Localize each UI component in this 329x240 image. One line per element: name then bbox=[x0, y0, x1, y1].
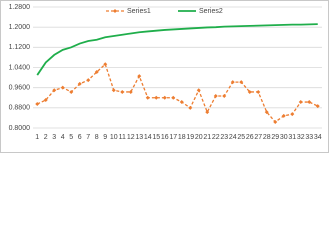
data-point bbox=[128, 89, 133, 94]
x-tick-label: 32 bbox=[297, 134, 305, 141]
x-tick-label: 15 bbox=[152, 134, 160, 141]
data-point bbox=[213, 93, 218, 98]
y-tick-label: 1.1200 bbox=[9, 44, 31, 51]
data-point bbox=[247, 89, 252, 94]
x-tick-label: 7 bbox=[86, 134, 90, 141]
chart-frame bbox=[0, 0, 329, 153]
x-tick-label: 12 bbox=[127, 134, 135, 141]
chart: 0.8000 0.8800 0.9600 1.0400 1.1200 1.2000 1.28… bbox=[0, 0, 329, 153]
data-point bbox=[188, 105, 193, 110]
x-tick-label: 23 bbox=[220, 134, 228, 141]
legend-marker bbox=[113, 9, 117, 13]
data-point bbox=[145, 95, 150, 100]
x-tick-label: 17 bbox=[169, 134, 177, 141]
x-tick-label: 8 bbox=[95, 134, 99, 141]
y-tick-label: 1.0400 bbox=[9, 64, 31, 71]
data-point bbox=[307, 100, 312, 105]
x-tick-label: 22 bbox=[212, 134, 220, 141]
data-point bbox=[77, 81, 82, 86]
x-tick-label: 16 bbox=[161, 134, 169, 141]
y-tick-label: 1.2800 bbox=[9, 4, 31, 11]
data-point bbox=[69, 89, 74, 94]
x-tick-label: 20 bbox=[195, 134, 203, 141]
x-tick-label: 9 bbox=[103, 134, 107, 141]
data-point bbox=[205, 110, 210, 115]
data-point bbox=[179, 100, 184, 105]
x-tick-label: 29 bbox=[271, 134, 279, 141]
x-tick-label: 2 bbox=[44, 134, 48, 141]
x-tick-label: 30 bbox=[280, 134, 288, 141]
data-point bbox=[281, 113, 286, 118]
x-tick-label: 26 bbox=[246, 134, 254, 141]
data-point bbox=[298, 100, 303, 105]
data-point bbox=[256, 89, 261, 94]
data-point bbox=[273, 119, 278, 124]
x-tick-label: 14 bbox=[144, 134, 152, 141]
x-tick-label: 33 bbox=[305, 134, 313, 141]
data-point bbox=[137, 74, 142, 79]
x-tick-label: 27 bbox=[254, 134, 262, 141]
data-point bbox=[162, 95, 167, 100]
data-point bbox=[171, 95, 176, 100]
x-tick-label: 1 bbox=[35, 134, 39, 141]
y-tick-label: 0.8800 bbox=[9, 105, 31, 112]
series-line bbox=[36, 63, 319, 123]
data-point bbox=[52, 88, 57, 93]
data-point bbox=[196, 88, 201, 93]
data-point bbox=[222, 93, 227, 98]
data-point bbox=[94, 70, 99, 75]
data-point bbox=[43, 98, 48, 103]
data-point bbox=[315, 104, 320, 109]
x-tick-label: 4 bbox=[61, 134, 65, 141]
x-tick-label: 21 bbox=[203, 134, 211, 141]
x-tick-label: 6 bbox=[78, 134, 82, 141]
data-point bbox=[290, 112, 295, 117]
x-tick-label: 5 bbox=[69, 134, 73, 141]
x-tick-label: 28 bbox=[263, 134, 271, 141]
legend-label: Series2 bbox=[199, 8, 223, 15]
x-tick-label: 11 bbox=[119, 134, 126, 141]
x-tick-label: 31 bbox=[288, 134, 296, 141]
x-tick-label: 34 bbox=[314, 134, 322, 141]
data-point bbox=[60, 85, 65, 90]
x-tick-label: 3 bbox=[52, 134, 56, 141]
y-tick-label: 1.2000 bbox=[9, 24, 31, 31]
data-point bbox=[230, 80, 235, 85]
y-tick-label: 0.8000 bbox=[9, 125, 31, 132]
x-tick-label: 10 bbox=[110, 134, 118, 141]
data-point bbox=[239, 80, 244, 85]
data-point bbox=[86, 78, 91, 83]
data-point bbox=[111, 88, 116, 93]
data-point bbox=[120, 89, 125, 94]
data-point bbox=[35, 102, 40, 107]
x-tick-label: 24 bbox=[229, 134, 237, 141]
x-tick-label: 13 bbox=[135, 134, 143, 141]
legend-label: Series1 bbox=[127, 8, 151, 15]
x-tick-label: 18 bbox=[178, 134, 186, 141]
data-point bbox=[264, 110, 269, 115]
x-tick-label: 19 bbox=[186, 134, 194, 141]
y-tick-label: 0.9600 bbox=[9, 85, 31, 92]
data-point bbox=[103, 62, 108, 67]
data-point bbox=[154, 95, 159, 100]
series-line bbox=[36, 23, 318, 76]
x-tick-label: 25 bbox=[237, 134, 245, 141]
